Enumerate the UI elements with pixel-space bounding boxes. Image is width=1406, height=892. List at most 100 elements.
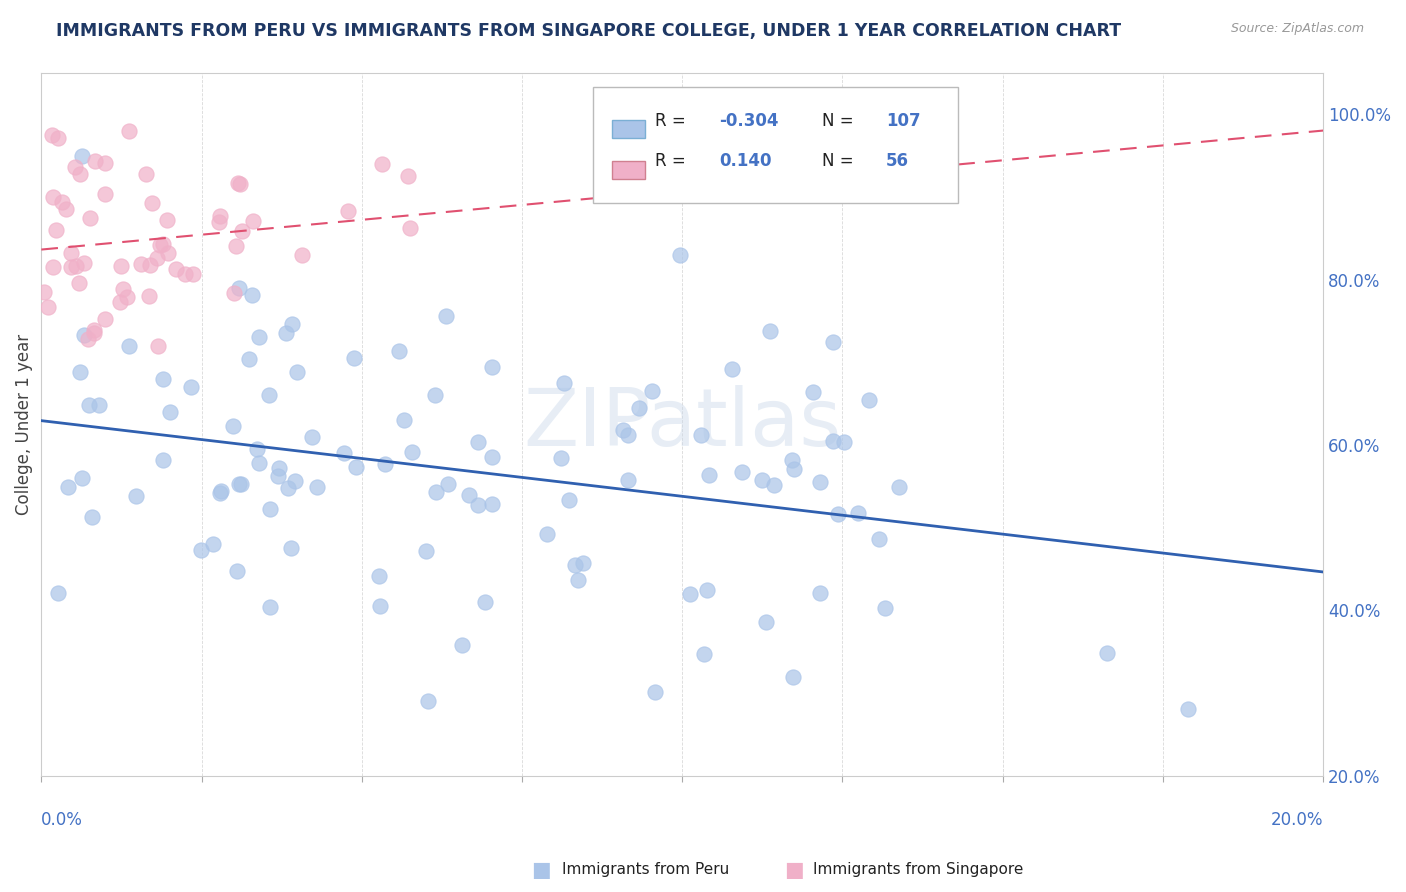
Point <box>231 224 253 238</box>
Point <box>45 222 67 236</box>
Point <box>51 195 73 210</box>
Point <box>73 328 96 343</box>
Point <box>644 685 666 699</box>
Point <box>627 401 650 415</box>
Point <box>832 434 855 449</box>
Point <box>80 510 103 524</box>
Point <box>721 362 744 376</box>
Point <box>612 423 634 437</box>
Point <box>458 488 481 502</box>
Point <box>110 259 132 273</box>
Point <box>247 330 270 344</box>
Point <box>83 323 105 337</box>
Point <box>392 413 415 427</box>
Point <box>240 287 263 301</box>
Point <box>247 456 270 470</box>
Point <box>229 178 252 192</box>
Point <box>67 276 90 290</box>
Point <box>156 212 179 227</box>
Point <box>343 351 366 365</box>
Point <box>46 130 69 145</box>
Point <box>70 148 93 162</box>
Point <box>1095 646 1118 660</box>
Point <box>207 214 229 228</box>
Point <box>693 648 716 662</box>
Text: -0.304: -0.304 <box>720 112 779 129</box>
Point <box>889 480 911 494</box>
Text: 20.0%: 20.0% <box>1271 811 1323 829</box>
Point <box>536 527 558 541</box>
Point <box>108 295 131 310</box>
Point <box>481 497 503 511</box>
Point <box>679 587 702 601</box>
Point <box>821 335 844 350</box>
Text: ■: ■ <box>785 860 804 880</box>
Point <box>56 480 79 494</box>
Point <box>225 239 247 253</box>
Point <box>808 475 831 489</box>
Point <box>751 473 773 487</box>
Text: 56: 56 <box>886 152 910 169</box>
Point <box>875 600 897 615</box>
Point <box>32 285 55 299</box>
Point <box>368 599 391 613</box>
Point <box>344 460 367 475</box>
Point <box>118 124 141 138</box>
Point <box>415 544 437 558</box>
Text: R =: R = <box>655 112 692 129</box>
Point <box>425 484 447 499</box>
Point <box>267 469 290 483</box>
Point <box>641 384 664 399</box>
Point <box>259 599 281 614</box>
Point <box>94 187 117 202</box>
Point <box>138 258 160 272</box>
Point <box>125 489 148 503</box>
Point <box>564 558 586 573</box>
Text: 107: 107 <box>886 112 921 129</box>
Point <box>246 442 269 457</box>
Point <box>558 492 581 507</box>
Point <box>141 196 163 211</box>
Text: IMMIGRANTS FROM PERU VS IMMIGRANTS FROM SINGAPORE COLLEGE, UNDER 1 YEAR CORRELAT: IMMIGRANTS FROM PERU VS IMMIGRANTS FROM … <box>56 22 1122 40</box>
Point <box>173 268 195 282</box>
Point <box>284 474 307 488</box>
Point <box>165 262 187 277</box>
Point <box>434 309 457 323</box>
Point <box>135 167 157 181</box>
Point <box>84 153 107 168</box>
Point <box>225 565 247 579</box>
Point <box>156 246 179 260</box>
Point <box>759 324 782 338</box>
Text: N =: N = <box>823 152 853 169</box>
Point <box>780 453 803 467</box>
FancyBboxPatch shape <box>612 161 645 179</box>
Point <box>307 480 329 494</box>
Text: 0.0%: 0.0% <box>41 811 83 829</box>
Point <box>180 380 202 394</box>
Point <box>87 398 110 412</box>
Point <box>572 556 595 570</box>
Point <box>59 260 82 274</box>
Point <box>269 461 291 475</box>
Point <box>367 569 389 583</box>
Point <box>337 204 360 219</box>
Point <box>146 339 169 353</box>
Text: N =: N = <box>823 112 853 129</box>
Point <box>201 537 224 551</box>
Point <box>846 506 869 520</box>
Point <box>138 288 160 302</box>
Point <box>370 157 392 171</box>
Point <box>616 474 638 488</box>
Point <box>827 508 849 522</box>
Text: 0.140: 0.140 <box>720 152 772 169</box>
Point <box>79 211 101 225</box>
Point <box>388 344 411 359</box>
Point <box>152 237 174 252</box>
Point <box>689 428 711 442</box>
Point <box>83 326 105 340</box>
Point <box>152 453 174 467</box>
FancyBboxPatch shape <box>612 120 645 138</box>
Point <box>474 595 496 609</box>
Point <box>221 418 243 433</box>
Point <box>181 267 204 281</box>
